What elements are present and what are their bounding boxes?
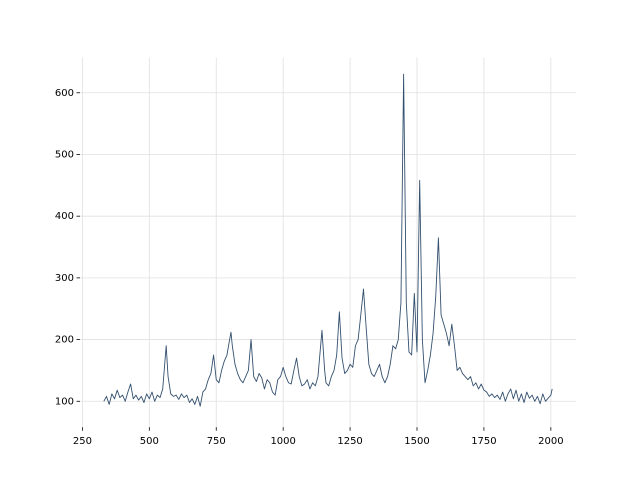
x-tick-label: 1750 [471,436,496,447]
x-tick-label: 750 [207,436,226,447]
y-tick-label: 600 [55,88,74,99]
x-tick-label: 1000 [270,436,295,447]
x-tick-label: 1250 [337,436,362,447]
x-tick-label: 2000 [538,436,563,447]
x-tick-label: 250 [73,436,92,447]
y-tick-label: 100 [55,396,74,407]
y-tick-label: 300 [55,273,74,284]
x-tick-label: 1500 [404,436,429,447]
y-tick-label: 500 [55,149,74,160]
x-tick-label: 500 [140,436,159,447]
data-line [103,73,553,407]
y-tick-label: 200 [55,335,74,346]
y-tick-label: 400 [55,211,74,222]
